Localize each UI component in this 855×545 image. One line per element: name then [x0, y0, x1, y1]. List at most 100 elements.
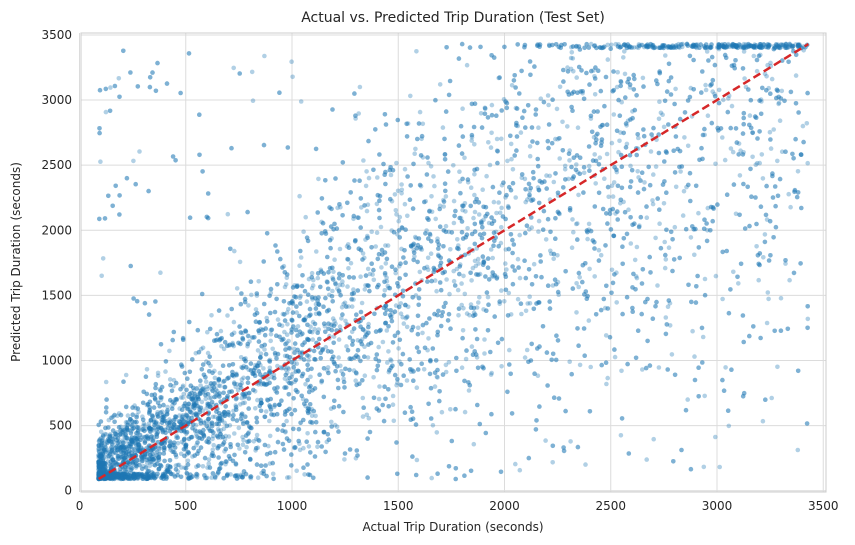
scatter-point	[741, 110, 747, 116]
scatter-point	[536, 300, 541, 305]
scatter-point	[649, 132, 654, 137]
scatter-point	[607, 334, 613, 340]
scatter-point	[587, 82, 592, 87]
scatter-point	[546, 122, 552, 127]
scatter-point	[448, 326, 453, 332]
scatter-point	[247, 390, 252, 396]
scatter-point	[539, 180, 545, 185]
scatter-point	[136, 447, 141, 453]
scatter-point	[111, 474, 117, 480]
scatter-point	[679, 164, 685, 169]
scatter-point	[284, 275, 290, 281]
scatter-point	[528, 72, 533, 78]
scatter-point	[193, 396, 199, 402]
scatter-point	[99, 453, 104, 459]
scatter-point	[223, 411, 228, 417]
scatter-point	[176, 425, 182, 430]
scatter-point	[180, 383, 186, 389]
scatter-point	[186, 475, 191, 481]
scatter-point	[210, 414, 216, 420]
scatter-point	[281, 365, 287, 371]
scatter-point	[302, 472, 307, 477]
scatter-point	[596, 162, 602, 167]
scatter-point	[445, 318, 451, 323]
scatter-point	[318, 355, 324, 361]
scatter-point	[98, 462, 103, 468]
scatter-point	[509, 411, 515, 416]
scatter-point	[102, 476, 108, 481]
scatter-point	[229, 145, 234, 151]
scatter-point	[101, 469, 106, 475]
scatter-point	[274, 296, 279, 302]
scatter-point	[529, 225, 534, 230]
scatter-point	[524, 347, 530, 353]
scatter-point	[359, 300, 365, 306]
scatter-point	[795, 368, 801, 374]
scatter-point	[706, 58, 711, 63]
scatter-point	[185, 471, 190, 477]
scatter-point	[679, 447, 684, 453]
scatter-point	[120, 472, 126, 477]
scatter-point	[430, 346, 436, 351]
scatter-point	[396, 346, 401, 351]
scatter-point	[143, 427, 149, 432]
scatter-point	[604, 151, 610, 157]
scatter-point	[116, 471, 121, 477]
scatter-point	[793, 73, 799, 78]
scatter-point	[204, 384, 209, 390]
scatter-point	[471, 305, 477, 311]
scatter-point	[657, 69, 662, 74]
scatter-point	[152, 462, 158, 468]
scatter-point	[162, 418, 168, 424]
scatter-point	[394, 212, 399, 217]
scatter-point	[120, 427, 126, 433]
scatter-point	[636, 224, 642, 230]
scatter-point	[238, 330, 244, 335]
scatter-point	[157, 387, 162, 392]
scatter-point	[567, 158, 572, 163]
scatter-point	[672, 224, 678, 230]
scatter-point	[129, 428, 134, 434]
scatter-point	[310, 319, 316, 325]
scatter-point	[241, 437, 246, 443]
scatter-point	[151, 428, 157, 433]
scatter-point	[195, 440, 200, 445]
scatter-point	[635, 190, 641, 195]
scatter-point	[212, 394, 217, 400]
scatter-point	[497, 190, 502, 195]
scatter-point	[108, 432, 113, 437]
scatter-point	[588, 113, 594, 119]
scatter-point	[103, 379, 109, 385]
scatter-point	[365, 266, 371, 272]
scatter-point	[365, 355, 371, 360]
scatter-point	[501, 97, 507, 102]
scatter-point	[716, 100, 722, 106]
scatter-point	[98, 419, 104, 424]
scatter-point	[761, 254, 766, 260]
scatter-point	[356, 246, 362, 251]
scatter-point	[248, 361, 254, 366]
scatter-point	[556, 44, 562, 50]
scatter-point	[774, 95, 779, 101]
scatter-point	[296, 438, 302, 444]
scatter-point	[358, 225, 364, 230]
scatter-point	[434, 288, 439, 294]
scatter-point	[726, 423, 732, 429]
scatter-point	[545, 216, 551, 222]
scatter-point	[245, 209, 250, 215]
scatter-point	[148, 417, 154, 423]
scatter-point	[131, 473, 136, 479]
scatter-point	[555, 279, 561, 285]
scatter-point	[216, 308, 222, 313]
scatter-point	[656, 365, 662, 370]
scatter-point	[485, 328, 491, 333]
scatter-point	[508, 312, 514, 317]
scatter-point	[386, 349, 391, 354]
scatter-point	[307, 329, 312, 334]
scatter-point	[131, 471, 137, 477]
scatter-point	[205, 465, 210, 470]
scatter-point	[503, 247, 509, 252]
scatter-point	[205, 329, 210, 335]
scatter-point	[611, 180, 617, 185]
scatter-point	[653, 304, 658, 309]
